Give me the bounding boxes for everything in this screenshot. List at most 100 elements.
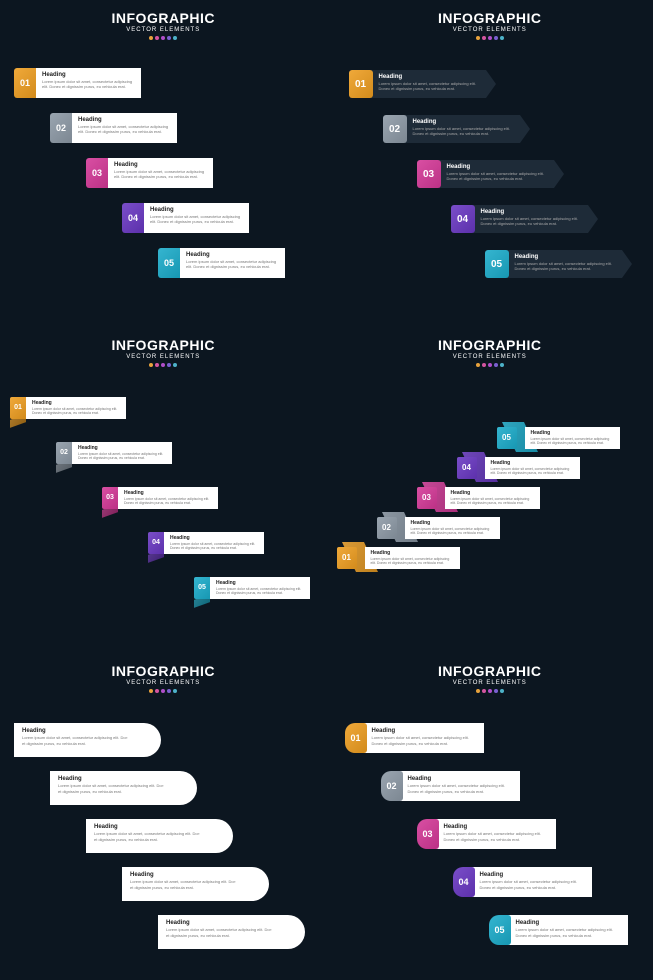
step-item: 05 Heading Lorem ipsum dolor sit amet, c… bbox=[497, 427, 620, 449]
content-card: Heading Lorem ipsum dolor sit amet, cons… bbox=[364, 723, 484, 753]
item-heading: Heading bbox=[515, 254, 614, 260]
step-item: 03 Heading Lorem ipsum dolor sit amet, c… bbox=[417, 487, 540, 509]
accent-dots bbox=[327, 363, 653, 367]
panel-subtitle: VECTOR ELEMENTS bbox=[0, 27, 327, 33]
content-card: Heading Lorem ipsum dolor sit amet, cons… bbox=[473, 205, 588, 233]
number-badge: 02 bbox=[167, 775, 193, 801]
number-badge: 04 bbox=[122, 203, 144, 233]
number-badge: 02 bbox=[50, 113, 72, 143]
panel-4: INFOGRAPHIC VECTOR ELEMENTS 01 Heading L… bbox=[327, 327, 653, 654]
item-heading: Heading bbox=[150, 207, 243, 213]
panel-2: INFOGRAPHIC VECTOR ELEMENTS 01 Heading L… bbox=[327, 0, 653, 327]
number-badge: 02 bbox=[383, 115, 407, 143]
content-card: Heading Lorem ipsum dolor sit amet, cons… bbox=[485, 457, 580, 479]
step-item: 02 Heading Lorem ipsum dolor sit amet, c… bbox=[377, 517, 500, 539]
accent-dot bbox=[149, 689, 153, 693]
panel-6: INFOGRAPHIC VECTOR ELEMENTS 01 Heading L… bbox=[327, 653, 653, 980]
step-item: 01 Heading Lorem ipsum dolor sit amet, c… bbox=[349, 70, 486, 98]
accent-dot bbox=[155, 363, 159, 367]
number-badge: 04 bbox=[457, 457, 477, 479]
step-item: Heading Lorem ipsum dolor sit amet, cons… bbox=[14, 723, 157, 757]
item-body: Lorem ipsum dolor sit amet, consectetur … bbox=[78, 452, 166, 461]
step-item: 02 Heading Lorem ipsum dolor sit amet, c… bbox=[50, 113, 177, 143]
accent-dots bbox=[0, 36, 327, 40]
content-card: Heading Lorem ipsum dolor sit amet, cons… bbox=[371, 70, 486, 98]
accent-dot bbox=[161, 363, 165, 367]
accent-dot bbox=[482, 363, 486, 367]
item-heading: Heading bbox=[22, 728, 136, 734]
content-card: Heading Lorem ipsum dolor sit amet, cons… bbox=[472, 867, 592, 897]
step-item: 05 Heading Lorem ipsum dolor sit amet, c… bbox=[489, 915, 628, 945]
content-card: Heading Lorem ipsum dolor sit amet, cons… bbox=[365, 547, 460, 569]
number-badge: 03 bbox=[102, 487, 118, 509]
number-badge: 01 bbox=[337, 547, 357, 569]
item-heading: Heading bbox=[531, 430, 614, 436]
number-badge: 05 bbox=[485, 250, 509, 278]
item-body: Lorem ipsum dolor sit amet, consectetur … bbox=[413, 126, 512, 136]
number-badge: 03 bbox=[417, 487, 437, 509]
content-card: Heading Lorem ipsum dolor sit amet, cons… bbox=[445, 487, 540, 509]
content-card: Heading Lorem ipsum dolor sit amet, cons… bbox=[26, 397, 126, 419]
accent-dot bbox=[476, 689, 480, 693]
content-card: Heading Lorem ipsum dolor sit amet, cons… bbox=[400, 771, 520, 801]
accent-dot bbox=[173, 689, 177, 693]
step-item: 03 Heading Lorem ipsum dolor sit amet, c… bbox=[86, 158, 213, 188]
item-body: Lorem ipsum dolor sit amet, consectetur … bbox=[216, 587, 304, 596]
accent-dot bbox=[488, 363, 492, 367]
item-body: Lorem ipsum dolor sit amet, consectetur … bbox=[531, 437, 614, 446]
item-body: Lorem ipsum dolor sit amet, consectetur … bbox=[411, 527, 494, 536]
step-item: 01 Heading Lorem ipsum dolor sit amet, c… bbox=[10, 397, 126, 419]
number-badge: 05 bbox=[275, 919, 301, 945]
content-card: Heading Lorem ipsum dolor sit amet, cons… bbox=[122, 867, 252, 901]
number-badge: 02 bbox=[377, 517, 397, 539]
accent-dot bbox=[500, 689, 504, 693]
item-body: Lorem ipsum dolor sit amet, consectetur … bbox=[379, 81, 478, 91]
panel-header: INFOGRAPHIC VECTOR ELEMENTS bbox=[0, 10, 327, 40]
number-badge: 01 bbox=[14, 68, 36, 98]
item-heading: Heading bbox=[451, 490, 534, 496]
panel-header: INFOGRAPHIC VECTOR ELEMENTS bbox=[327, 10, 653, 40]
step-item: Heading Lorem ipsum dolor sit amet, cons… bbox=[158, 915, 301, 949]
step-item: 02 Heading Lorem ipsum dolor sit amet, c… bbox=[56, 442, 172, 464]
number-badge: 03 bbox=[417, 160, 441, 188]
item-heading: Heading bbox=[371, 550, 454, 556]
number-badge: 01 bbox=[131, 727, 157, 753]
number-badge: 01 bbox=[345, 723, 367, 753]
accent-dot bbox=[482, 689, 486, 693]
number-badge: 04 bbox=[148, 532, 164, 554]
item-heading: Heading bbox=[114, 162, 207, 168]
content-card: Heading Lorem ipsum dolor sit amet, cons… bbox=[436, 819, 556, 849]
content-card: Heading Lorem ipsum dolor sit amet, cons… bbox=[144, 203, 249, 233]
content-card: Heading Lorem ipsum dolor sit amet, cons… bbox=[525, 427, 620, 449]
item-body: Lorem ipsum dolor sit amet, consectetur … bbox=[491, 467, 574, 476]
item-heading: Heading bbox=[447, 164, 546, 170]
accent-dot bbox=[494, 36, 498, 40]
step-item: 03 Heading Lorem ipsum dolor sit amet, c… bbox=[102, 487, 218, 509]
accent-dots bbox=[0, 363, 327, 367]
item-body: Lorem ipsum dolor sit amet, consectetur … bbox=[444, 831, 548, 841]
item-body: Lorem ipsum dolor sit amet, consectetur … bbox=[447, 171, 546, 181]
item-heading: Heading bbox=[124, 490, 212, 496]
item-heading: Heading bbox=[94, 824, 208, 830]
item-heading: Heading bbox=[130, 872, 244, 878]
accent-dot bbox=[155, 689, 159, 693]
panel-subtitle: VECTOR ELEMENTS bbox=[0, 354, 327, 360]
step-item: 01 Heading Lorem ipsum dolor sit amet, c… bbox=[337, 547, 460, 569]
content-card: Heading Lorem ipsum dolor sit amet, cons… bbox=[210, 577, 310, 599]
content-card: Heading Lorem ipsum dolor sit amet, cons… bbox=[50, 771, 180, 805]
content-card: Heading Lorem ipsum dolor sit amet, cons… bbox=[118, 487, 218, 509]
panel-subtitle: VECTOR ELEMENTS bbox=[327, 354, 653, 360]
item-heading: Heading bbox=[411, 520, 494, 526]
step-item: 03 Heading Lorem ipsum dolor sit amet, c… bbox=[417, 819, 556, 849]
item-body: Lorem ipsum dolor sit amet, consectetur … bbox=[170, 542, 258, 551]
item-heading: Heading bbox=[186, 252, 279, 258]
item-heading: Heading bbox=[32, 400, 120, 406]
step-item: 04 Heading Lorem ipsum dolor sit amet, c… bbox=[451, 205, 588, 233]
panel-header: INFOGRAPHIC VECTOR ELEMENTS bbox=[327, 663, 653, 693]
accent-dot bbox=[149, 36, 153, 40]
item-heading: Heading bbox=[58, 776, 172, 782]
panel-header: INFOGRAPHIC VECTOR ELEMENTS bbox=[327, 337, 653, 367]
number-badge: 03 bbox=[417, 819, 439, 849]
step-item: Heading Lorem ipsum dolor sit amet, cons… bbox=[122, 867, 265, 901]
item-heading: Heading bbox=[78, 445, 166, 451]
